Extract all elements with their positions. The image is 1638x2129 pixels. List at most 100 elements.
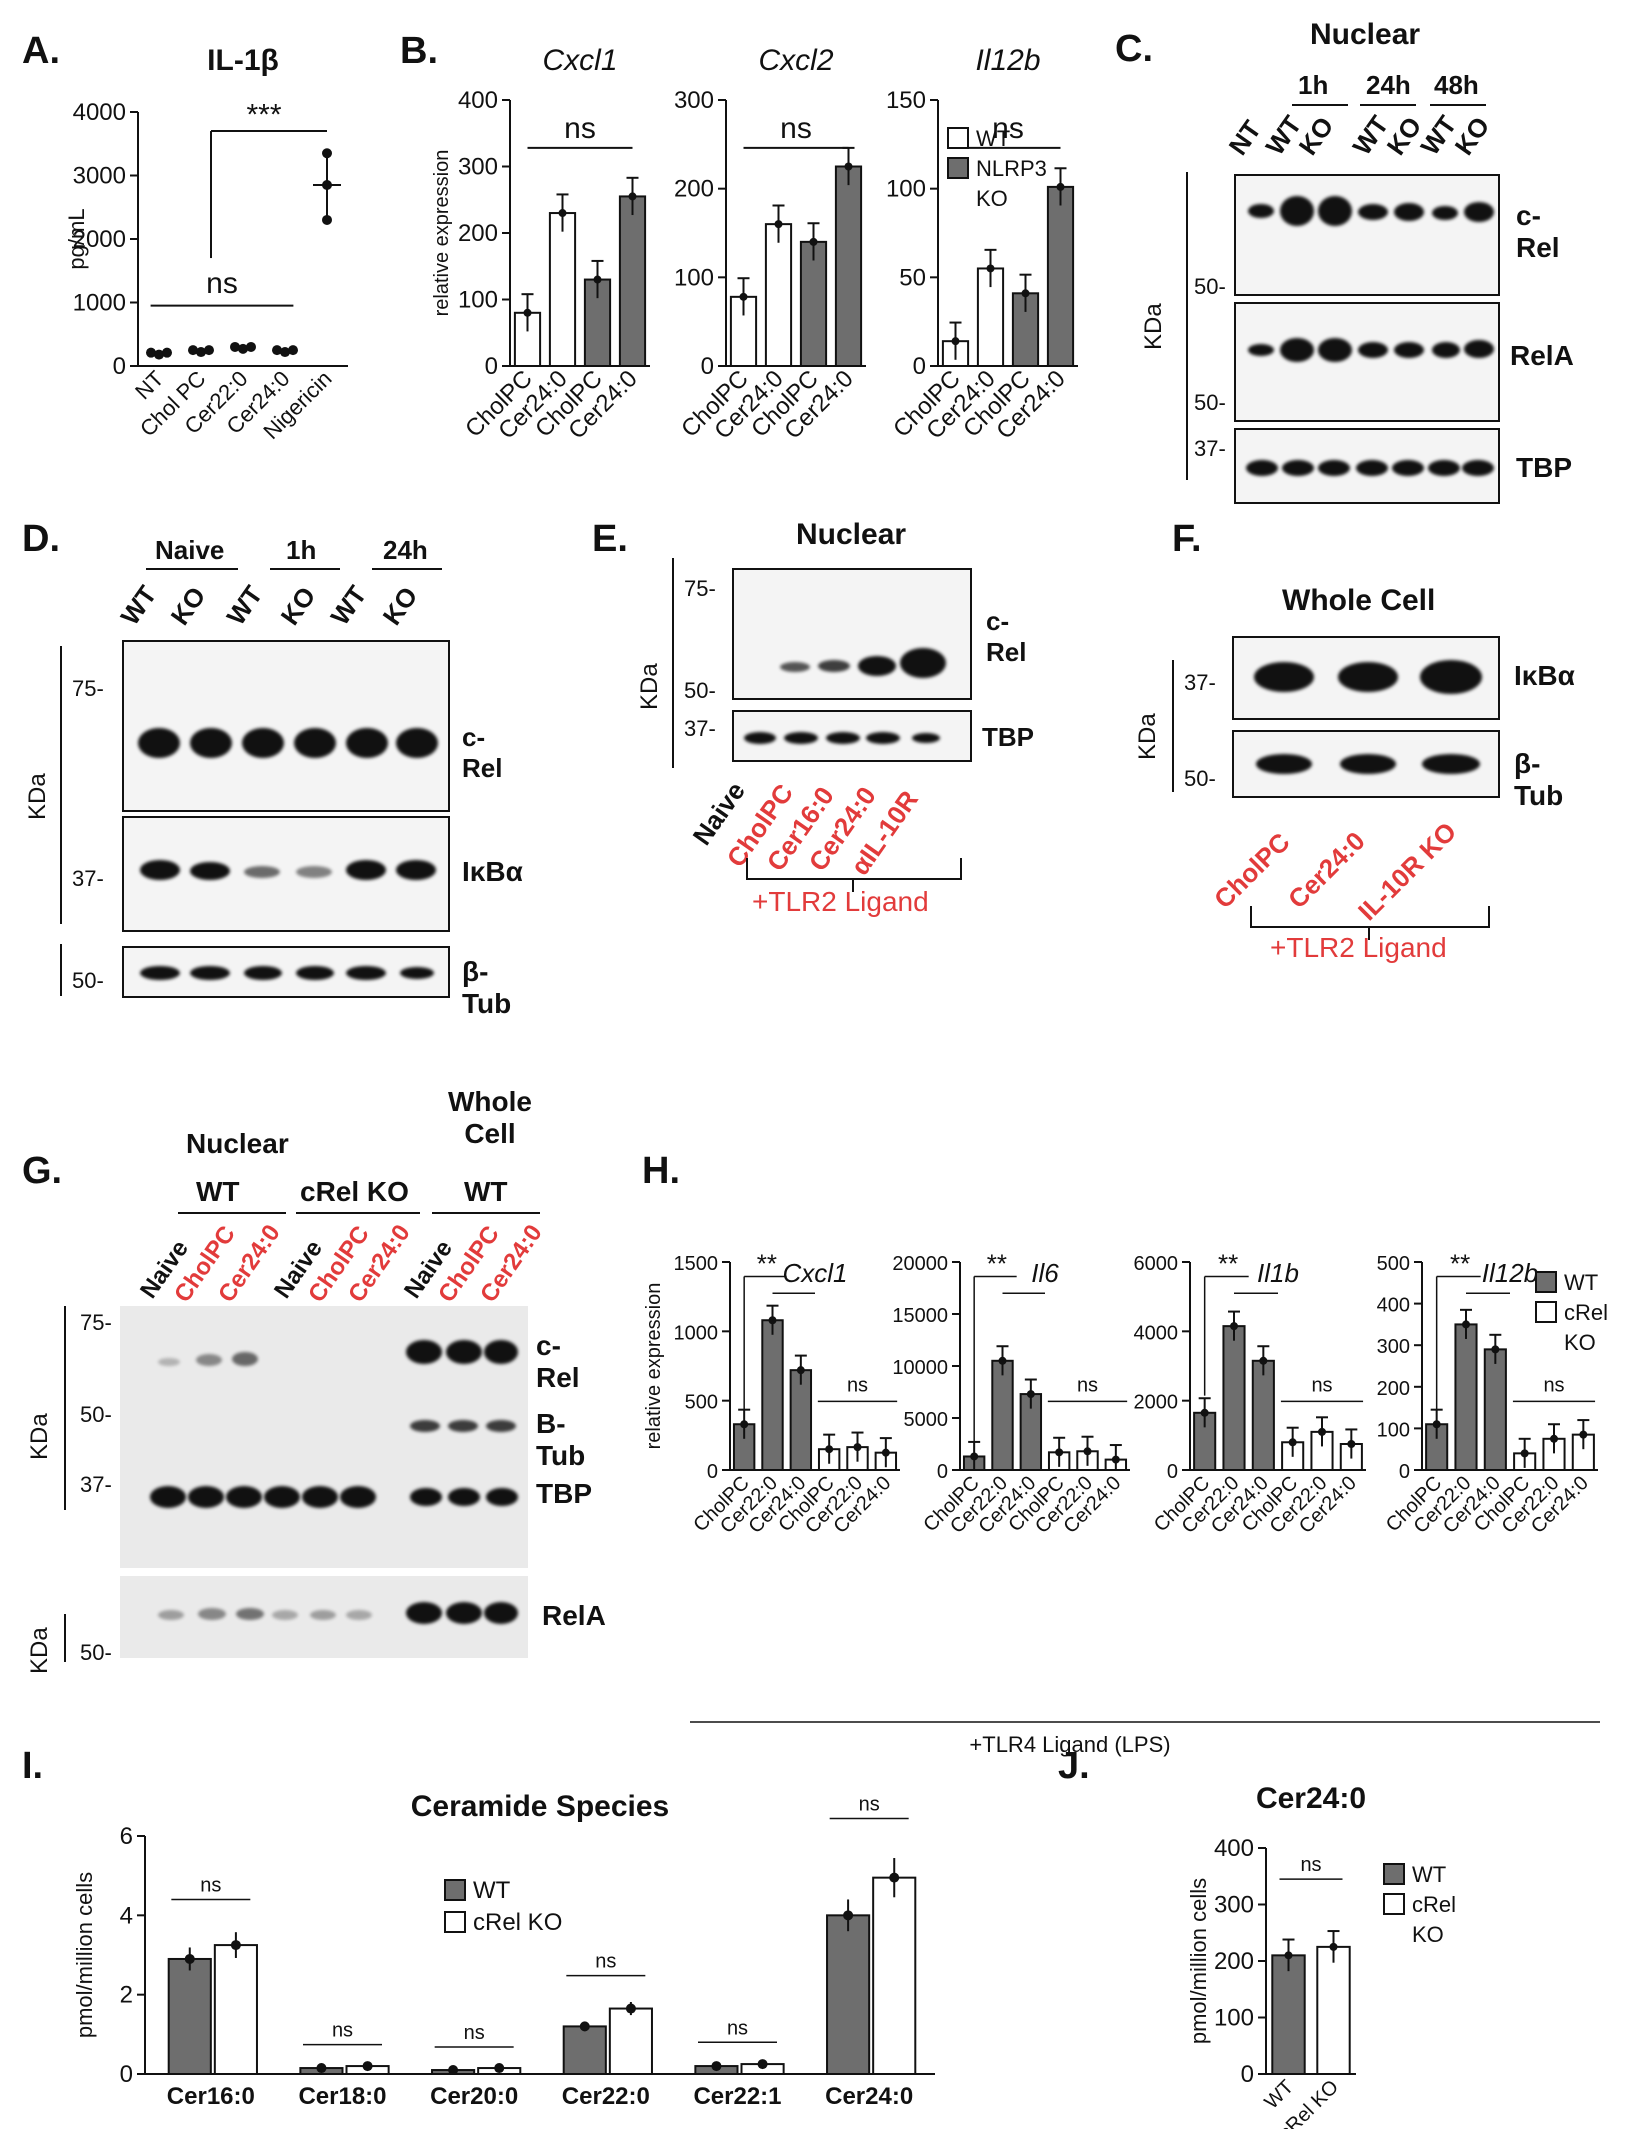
data-point	[184, 1953, 195, 1964]
legend-label: WT	[473, 1877, 511, 1904]
y-tick-label: 2	[120, 1982, 133, 2009]
blot-title: Whole Cell	[1282, 584, 1436, 617]
data-point	[272, 345, 282, 356]
footer-label: +TLR4 Ligand (LPS)	[969, 1732, 1170, 1757]
significance-label: **	[1450, 1249, 1470, 1279]
significance-label: ns	[1543, 1374, 1564, 1396]
data-point	[625, 2003, 636, 2014]
data-point	[711, 2061, 722, 2072]
data-point	[1200, 1408, 1209, 1417]
significance-label: ***	[246, 99, 281, 132]
bar	[608, 2007, 653, 2076]
x-tick-label: WT	[1260, 2076, 1298, 2114]
significance-label: ns	[1077, 1374, 1098, 1396]
data-point	[1021, 289, 1030, 298]
blot-tbp	[1234, 428, 1500, 504]
y-tick-label: 4000	[73, 99, 126, 126]
data-point	[628, 192, 637, 201]
y-tick-label: 200	[1214, 1948, 1254, 1975]
panel-label-h: H.	[642, 1150, 680, 1192]
header-wt: WT	[196, 1176, 240, 1207]
mw-marker: 75-	[684, 576, 716, 601]
bar	[826, 1914, 871, 2076]
x-tick-label: Cer24:0	[825, 2083, 913, 2110]
bar	[618, 195, 647, 367]
y-tick-label: 300	[1214, 1892, 1254, 1919]
y-axis-label: relative expression	[431, 150, 453, 317]
legend-swatch	[1535, 1301, 1557, 1323]
legend-swatch	[947, 127, 969, 149]
data-point	[246, 341, 256, 352]
y-tick-label: 20000	[892, 1253, 948, 1275]
data-point	[448, 2065, 459, 2076]
significance-label: ns	[992, 112, 1024, 145]
legend-swatch	[947, 157, 969, 179]
bar	[729, 295, 758, 367]
significance-label: ns	[1300, 1854, 1321, 1876]
row-label: β-Tub	[1514, 748, 1564, 811]
panel-label-g: G.	[22, 1150, 63, 1192]
bar	[1483, 1348, 1507, 1471]
y-tick-label: 500	[685, 1392, 718, 1414]
data-point	[1550, 1434, 1558, 1443]
data-point	[280, 347, 290, 358]
y-tick-label: 3000	[73, 163, 126, 190]
legend-swatch	[444, 1879, 466, 1901]
bar	[213, 1944, 258, 2076]
y-axis-label: relative expression	[643, 1283, 665, 1450]
header-crel-ko: cRel KO	[300, 1176, 409, 1207]
data-point	[825, 1445, 834, 1454]
chart-title: IL-1β	[207, 44, 279, 77]
data-point	[844, 162, 853, 171]
data-point	[757, 2059, 768, 2070]
y-tick-label: 0	[120, 2061, 133, 2088]
data-point	[1259, 1356, 1268, 1365]
header-wt: WT	[464, 1176, 508, 1207]
y-tick-label: 100	[458, 287, 498, 314]
data-point	[970, 1452, 979, 1461]
y-tick-label: 150	[886, 87, 926, 114]
legend-label: WT	[976, 126, 1010, 151]
data-point	[558, 209, 567, 218]
blot-b-tub	[1232, 730, 1500, 798]
y-tick-label: 0	[1167, 1461, 1178, 1483]
bar	[167, 1957, 212, 2076]
mw-marker: 37-	[72, 866, 104, 891]
chart-title: Cxcl1	[542, 44, 617, 77]
treatment-bracket-label: +TLR2 Ligand	[752, 886, 929, 917]
group-label: 1h	[286, 535, 317, 565]
legend-label: NLRP3	[976, 156, 1047, 181]
mw-marker: 37-	[1194, 436, 1226, 461]
data-point	[322, 214, 332, 225]
panel-label-b: B.	[400, 30, 438, 72]
mw-marker: 75-	[80, 1310, 112, 1335]
blot-title: Nuclear	[1310, 18, 1421, 51]
significance-label: ns	[206, 267, 238, 300]
data-point	[316, 2063, 327, 2074]
data-point	[843, 1910, 854, 1921]
data-point	[1520, 1449, 1529, 1458]
row-label: c-Rel	[986, 606, 1027, 667]
legend-label: cRel KO	[473, 1909, 562, 1936]
y-tick-label: 0	[701, 353, 714, 380]
legend-swatch	[1383, 1893, 1405, 1915]
y-tick-label: 0	[485, 353, 498, 380]
mw-marker: 50-	[80, 1640, 112, 1665]
kda-label: KDa	[26, 1627, 53, 1674]
y-tick-label: 2000	[1134, 1392, 1179, 1414]
bar	[1454, 1323, 1478, 1472]
data-point	[768, 1316, 777, 1325]
x-tick-label: Cer22:1	[693, 2083, 781, 2110]
y-axis-label: pmol/million cells	[1186, 1878, 1211, 2044]
data-point	[288, 345, 298, 356]
mw-marker: 50-	[72, 968, 104, 993]
bar	[872, 1876, 917, 2076]
y-tick-label: 200	[674, 176, 714, 203]
y-tick-label: 50	[899, 264, 926, 291]
data-point	[853, 1443, 862, 1452]
data-point	[230, 341, 240, 352]
significance-label: ns	[780, 112, 812, 145]
significance-label: ns	[859, 1794, 880, 1816]
data-point	[1055, 1448, 1064, 1457]
